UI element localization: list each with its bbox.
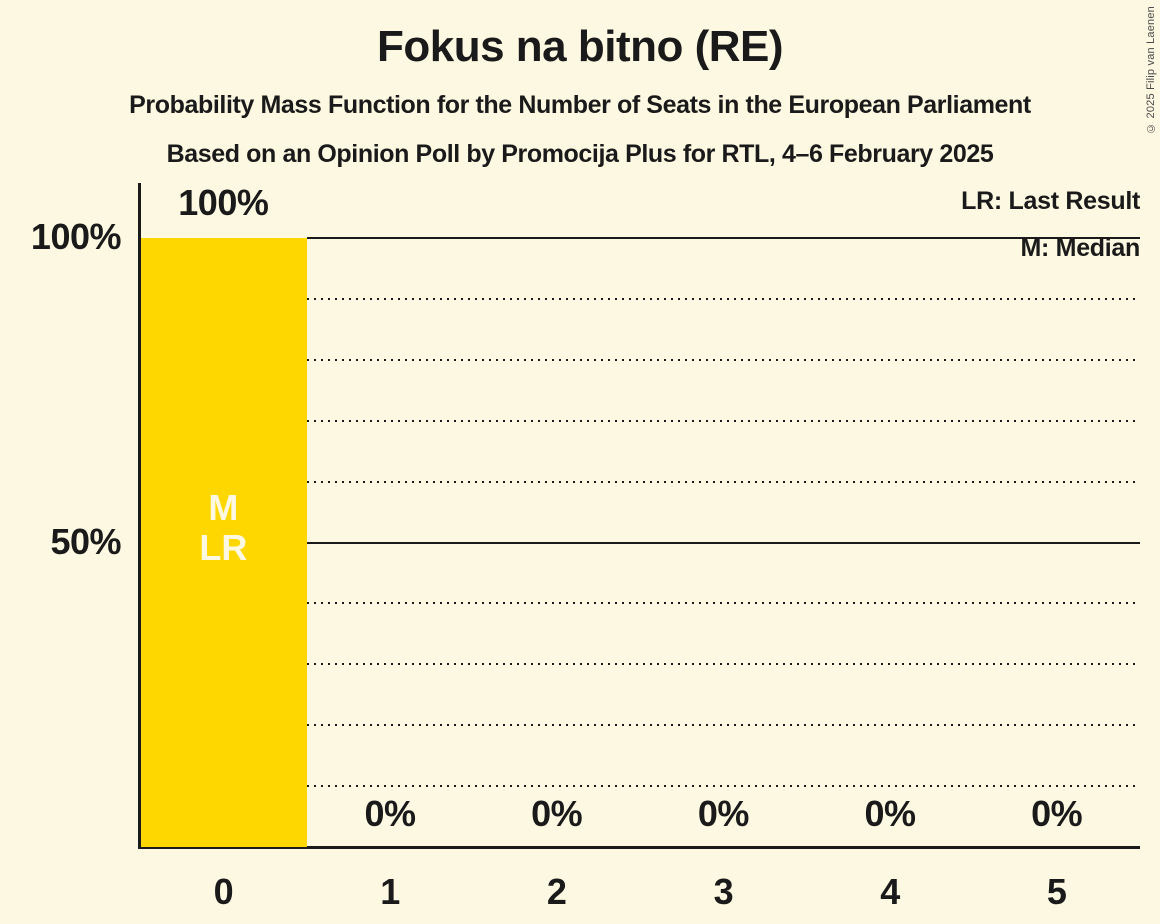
x-tick-label-3: 3 [713,871,734,912]
y-axis-label-50pct: 50% [50,520,121,562]
gridline-solid-50pct [306,541,1140,544]
bar-seats-0 [141,238,307,847]
chart-title: Fokus na bitno (RE) [376,22,784,71]
gridline-dotted-90pct [306,297,1140,300]
x-tick-label-1: 1 [380,871,400,912]
gridline-dotted-10pct [306,785,1140,788]
bar-value-label-1: 0% [364,793,416,834]
x-tick-label-2: 2 [546,871,567,912]
bar-annotation-median-last-result: M LR [140,486,307,568]
x-tick-label-4: 4 [880,871,900,912]
gridline-dotted-80pct [306,358,1140,361]
bar-annotation-line: LR [199,526,248,568]
bar-value-label-2: 0% [531,793,583,834]
y-axis-label-100pct: 100% [30,216,122,257]
bar-value-label-0: 100% [178,182,269,223]
bar-annotation-line: M [208,486,239,528]
y-axis [138,183,141,849]
gridline-dotted-60pct [306,480,1140,483]
bar-value-label-4: 0% [864,793,916,834]
x-axis [138,846,1140,849]
legend-last-result: LR: Last Result [961,187,1140,215]
chart-subtitle-1: Probability Mass Function for the Number… [129,91,1031,119]
x-tick-label-5: 5 [1046,871,1067,912]
bar-value-label-5: 0% [1031,793,1083,834]
legend-median: M: Median [1020,234,1140,262]
gridline-solid-100pct [306,237,1140,239]
gridline-dotted-30pct [306,663,1140,666]
gridline-dotted-70pct [306,419,1140,422]
gridline-dotted-20pct [306,724,1140,727]
bar-value-label-3: 0% [697,793,750,834]
gridline-dotted-40pct [306,602,1140,605]
x-tick-label-0: 0 [213,871,234,912]
chart-subtitle-2: Based on an Opinion Poll by Promocija Pl… [166,140,994,168]
